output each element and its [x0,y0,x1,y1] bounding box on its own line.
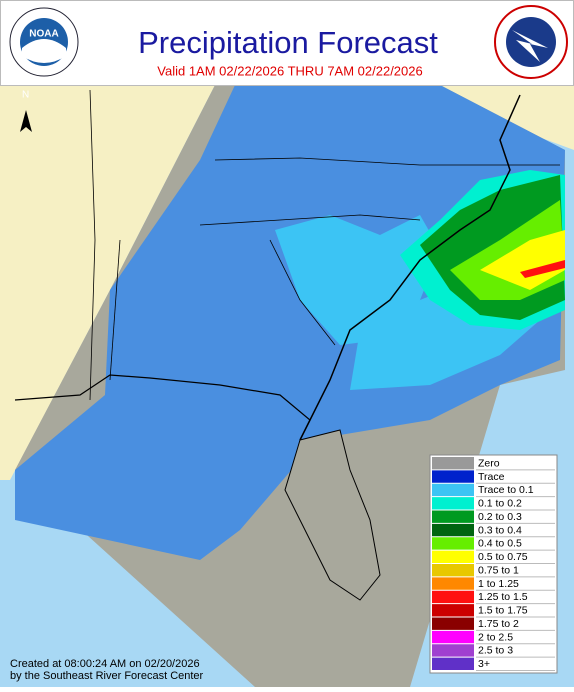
nws-logo [494,5,568,79]
state-line [269,239,336,346]
legend-label: 1.5 to 1.75 [478,605,528,617]
precip-area [520,260,565,278]
florida [284,429,381,601]
north-label: N [22,90,29,101]
legend-swatch [432,457,474,470]
legend-swatch [432,604,474,617]
legend-swatch [432,497,474,510]
legend-swatch [432,564,474,577]
state-line [109,239,121,381]
legend-label: 2 to 2.5 [478,631,513,643]
legend-label: Zero [478,457,500,469]
legend-label: 1.25 to 1.5 [478,591,528,603]
title: Precipitation Forecast [138,25,438,60]
legend-swatch [432,630,474,644]
legend-swatch [432,510,474,523]
state-line [199,214,421,226]
legend-label: 0.3 to 0.4 [478,524,522,536]
legend-label: 2.5 to 3 [478,645,513,657]
legend-swatch [432,617,474,630]
legend-swatch [432,550,474,563]
legend-swatch [432,537,474,550]
atlantic-coast [299,94,521,441]
footer-line: by the Southeast River Forecast Center [10,670,204,682]
legend-label: Trace [478,471,505,483]
logo-text: NOAA [29,29,58,40]
legend-label: 0.5 to 0.75 [478,551,528,563]
legend-swatch [432,657,474,670]
land-outside [440,85,574,150]
legend-label: 1 to 1.25 [478,578,519,590]
gulf-coast [14,374,311,441]
legend-label: 0.75 to 1 [478,564,519,576]
footer-line: Created at 08:00:24 AM on 02/20/2026 [10,658,200,670]
header-band [0,0,574,86]
legend-swatch [432,590,474,604]
state-line [214,157,560,166]
legend-label: 0.2 to 0.3 [478,511,522,523]
legend-label: Trace to 0.1 [478,484,534,496]
legend-swatch [432,470,474,483]
north-arrow: N [20,90,32,132]
land-outside [0,85,215,480]
legend-label: 1.75 to 2 [478,618,519,630]
legend-swatch [432,644,474,657]
precip-area [480,230,565,290]
subtitle: Valid 1AM 02/22/2026 THRU 7AM 02/22/2026 [157,63,422,78]
legend-label: 0.4 to 0.5 [478,538,522,550]
precip-trace-to-0.1 [15,85,565,560]
legend-label: 3+ [478,658,490,670]
legend-swatch [432,483,474,497]
legend-swatch [432,523,474,537]
state-line [89,89,96,401]
legend-label: 0.1 to 0.2 [478,498,522,510]
noaa-logo: NOAA [9,7,79,77]
legend-swatch [432,577,474,590]
